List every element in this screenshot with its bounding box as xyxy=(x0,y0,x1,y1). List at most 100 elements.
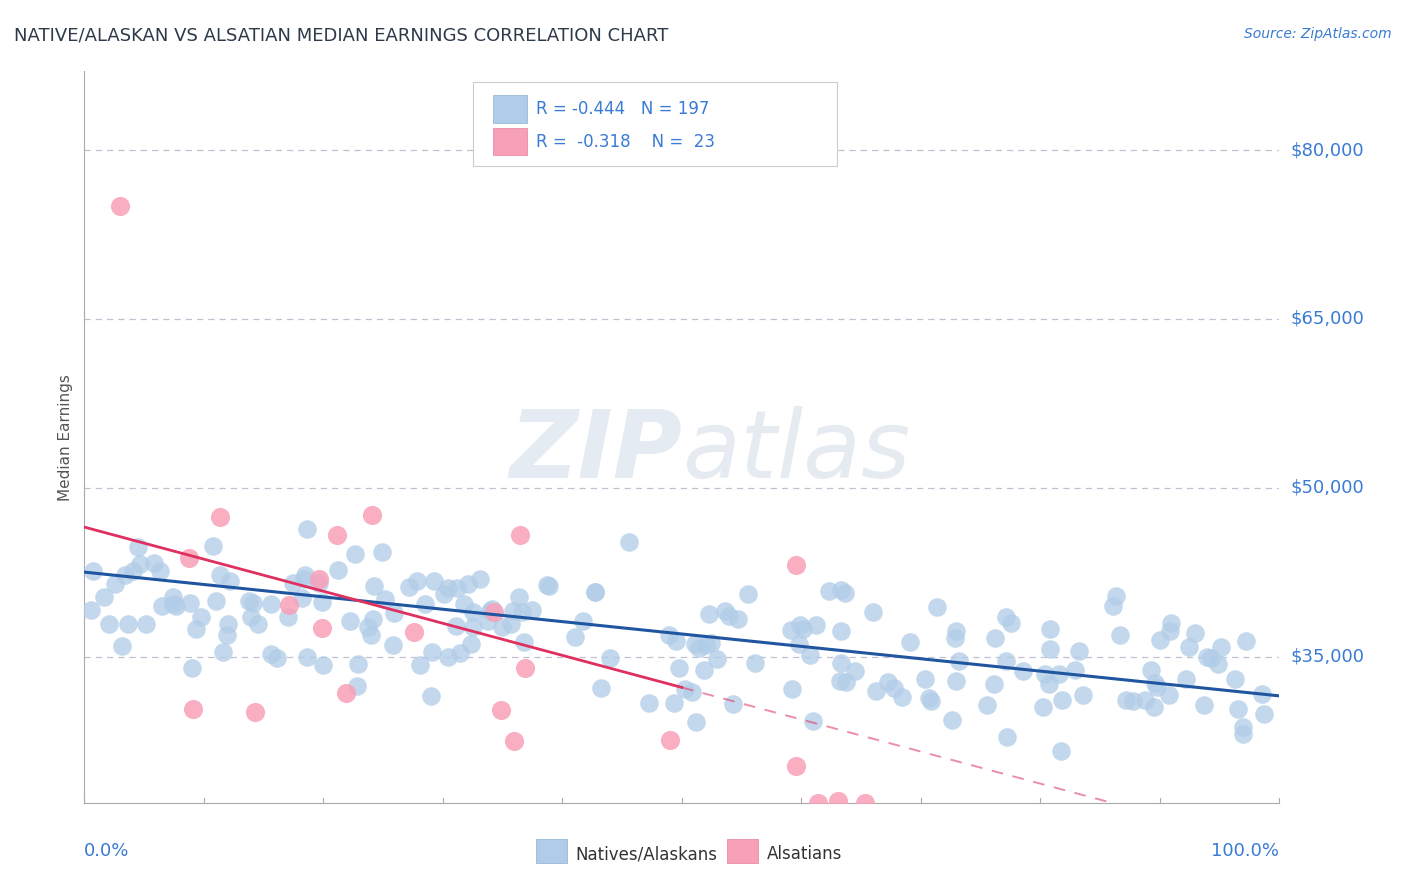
Text: $65,000: $65,000 xyxy=(1291,310,1364,328)
Point xyxy=(727,611,749,625)
Point xyxy=(142,556,165,570)
Text: Natives/Alaskans: Natives/Alaskans xyxy=(575,845,717,863)
Point xyxy=(943,631,966,645)
Point xyxy=(211,645,233,659)
Point xyxy=(135,616,157,631)
Point xyxy=(744,656,766,670)
Point xyxy=(499,617,522,632)
Point xyxy=(976,698,998,712)
Point xyxy=(374,592,396,607)
Point xyxy=(1178,640,1201,654)
Point xyxy=(865,683,887,698)
Point xyxy=(446,581,468,595)
Point xyxy=(831,582,853,597)
Point xyxy=(1050,744,1073,758)
Text: $35,000: $35,000 xyxy=(1291,648,1365,665)
Point xyxy=(658,628,681,642)
Point xyxy=(266,650,288,665)
Point xyxy=(830,657,852,671)
Point xyxy=(925,600,948,615)
Point xyxy=(128,557,150,571)
Point xyxy=(457,576,479,591)
Point xyxy=(599,650,621,665)
Point xyxy=(1175,672,1198,686)
Point xyxy=(706,652,728,666)
Point xyxy=(360,628,382,642)
Point xyxy=(1038,676,1060,690)
Point xyxy=(242,596,264,610)
Point xyxy=(245,705,267,719)
Point xyxy=(520,603,543,617)
Point xyxy=(489,703,512,717)
Point xyxy=(853,796,876,810)
Point xyxy=(382,606,405,620)
Point xyxy=(564,630,586,644)
Point xyxy=(453,597,475,611)
Point xyxy=(381,638,404,652)
Point xyxy=(1122,693,1144,707)
Point xyxy=(150,599,173,613)
Point xyxy=(360,508,382,522)
Point xyxy=(807,796,830,810)
Point xyxy=(1184,626,1206,640)
Point xyxy=(737,587,759,601)
Point xyxy=(1232,720,1254,734)
Text: $50,000: $50,000 xyxy=(1291,479,1364,497)
Point xyxy=(665,634,688,648)
Point xyxy=(291,591,314,605)
Point xyxy=(363,612,385,626)
Point xyxy=(721,697,744,711)
Point xyxy=(659,732,682,747)
Point xyxy=(583,585,606,599)
Point xyxy=(537,579,560,593)
FancyBboxPatch shape xyxy=(494,95,527,122)
Point xyxy=(246,617,269,632)
Point xyxy=(945,624,967,638)
Point xyxy=(297,522,319,536)
Point xyxy=(503,734,526,748)
Point xyxy=(619,535,641,549)
Point xyxy=(914,672,936,686)
Point xyxy=(311,595,333,609)
Point xyxy=(357,620,380,634)
Text: Alsatians: Alsatians xyxy=(766,845,842,863)
Point xyxy=(202,539,225,553)
Text: Source: ZipAtlas.com: Source: ZipAtlas.com xyxy=(1244,27,1392,41)
Point xyxy=(181,661,204,675)
Point xyxy=(326,527,349,541)
Point xyxy=(1108,627,1130,641)
Point xyxy=(994,654,1017,668)
Point xyxy=(995,609,1018,624)
Point xyxy=(449,646,471,660)
Text: ZIP: ZIP xyxy=(509,406,682,498)
Point xyxy=(1105,589,1128,603)
Point xyxy=(97,616,120,631)
Point xyxy=(713,603,735,617)
Point xyxy=(834,585,856,599)
Point xyxy=(515,661,537,675)
Point xyxy=(482,605,505,619)
Point xyxy=(1140,664,1163,678)
Point xyxy=(481,602,503,616)
Point xyxy=(80,603,103,617)
Point xyxy=(344,547,367,561)
Point xyxy=(1115,692,1137,706)
Point xyxy=(510,605,533,619)
Point xyxy=(363,579,385,593)
Point xyxy=(983,676,1005,690)
Point xyxy=(830,624,852,638)
Point xyxy=(637,696,659,710)
Point xyxy=(463,620,485,634)
FancyBboxPatch shape xyxy=(727,839,758,863)
Point xyxy=(398,580,420,594)
Point xyxy=(422,645,444,659)
Point xyxy=(1032,699,1054,714)
Point xyxy=(801,714,824,728)
FancyBboxPatch shape xyxy=(472,82,838,167)
Point xyxy=(920,694,942,708)
Point xyxy=(117,616,139,631)
Point xyxy=(335,686,357,700)
Point xyxy=(983,631,1005,645)
Point xyxy=(683,637,706,651)
Point xyxy=(184,622,207,636)
